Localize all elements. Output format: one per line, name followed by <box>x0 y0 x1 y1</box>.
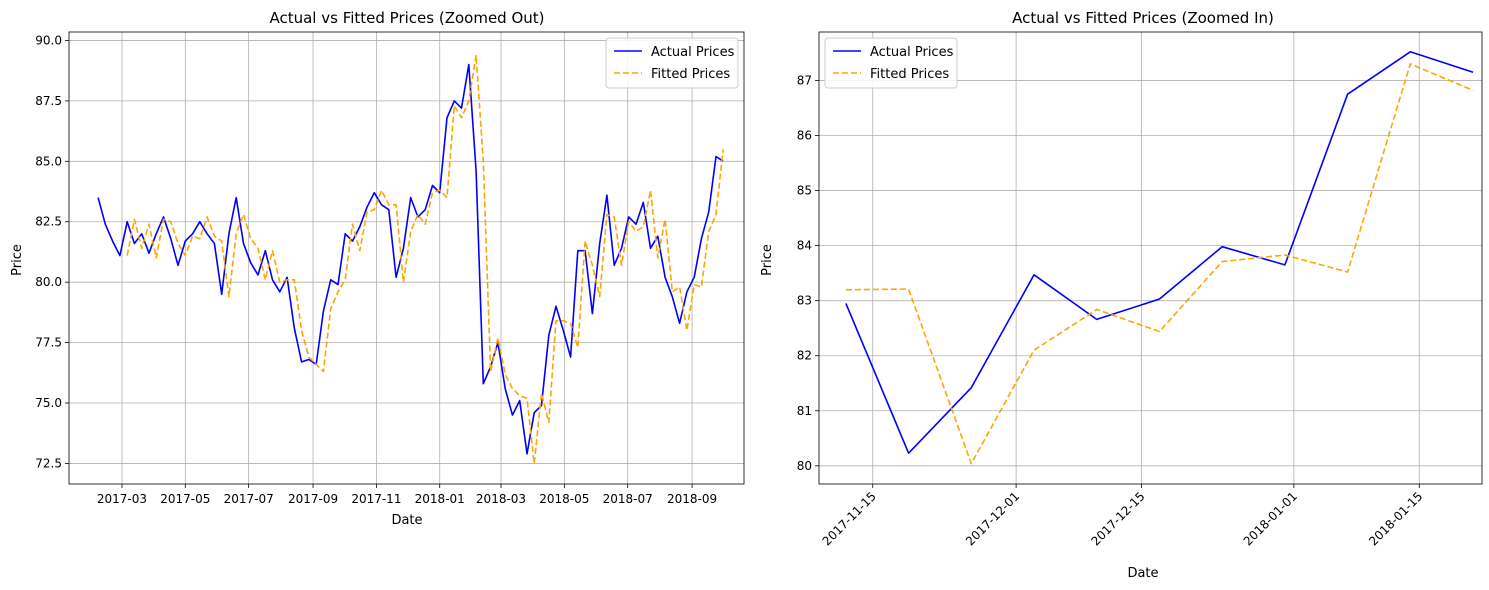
y-tick-label: 84 <box>797 239 812 253</box>
x-tick-label: 2017-05 <box>160 492 210 506</box>
x-tick-label: 2018-03 <box>476 492 526 506</box>
chart-title: Actual vs Fitted Prices (Zoomed In) <box>1012 9 1274 27</box>
y-tick-label: 86 <box>797 129 812 143</box>
legend: Actual Prices Fitted Prices <box>605 37 739 89</box>
legend: Actual Prices Fitted Prices <box>824 37 958 89</box>
y-tick-label: 83 <box>797 294 812 308</box>
x-tick-label: 2018-09 <box>667 492 717 506</box>
y-axis-label: Price <box>10 244 25 276</box>
plot-frame <box>68 31 745 485</box>
x-tick-label: 2017-11 <box>351 492 401 506</box>
legend-label: Fitted Prices <box>651 67 730 82</box>
y-tick-label: 85 <box>797 184 812 198</box>
grid <box>819 32 1482 484</box>
x-tick-label: 2017-12-01 <box>963 489 1022 548</box>
y-tick-label: 75.0 <box>35 396 62 410</box>
x-tick-label: 2018-01-01 <box>1241 489 1300 548</box>
x-tick-label: 2017-11-15 <box>820 489 879 548</box>
x-tick-label: 2018-01 <box>415 492 465 506</box>
series-line-actual-prices <box>845 50 1474 455</box>
grid <box>69 32 744 484</box>
x-tick-label: 2017-07 <box>224 492 274 506</box>
y-axis-label: Price <box>760 244 775 276</box>
y-tick-label: 77.5 <box>35 336 62 350</box>
chart-title: Actual vs Fitted Prices (Zoomed Out) <box>269 9 544 27</box>
x-tick-label: 2018-07 <box>603 492 653 506</box>
y-tick-label: 87.5 <box>35 94 62 108</box>
x-tick-label: 2017-03 <box>97 492 147 506</box>
x-tick-label: 2018-01-15 <box>1366 489 1425 548</box>
y-tick-label: 80.0 <box>35 275 62 289</box>
y-tick-label: 85.0 <box>35 154 62 168</box>
series-line-fitted-prices <box>126 54 724 465</box>
legend-label: Actual Prices <box>651 45 735 60</box>
legend-label: Fitted Prices <box>870 67 949 82</box>
legend-label: Actual Prices <box>870 45 954 60</box>
y-tick-label: 72.5 <box>35 456 62 470</box>
y-tick-label: 81 <box>797 404 812 418</box>
y-tick-label: 80 <box>797 459 812 473</box>
y-tick-label: 82 <box>797 349 812 363</box>
x-tick-label: 2017-12-15 <box>1088 489 1147 548</box>
x-axis-label: Date <box>391 513 422 528</box>
ticks: 2017-03 2017-05 2017-07 2017-09 2017-11 2018-… <box>35 33 717 506</box>
ticks: 2017-11-15 2017-12-01 2017-12-15 2018-01-01… <box>797 73 1426 548</box>
y-tick-label: 90.0 <box>35 33 62 47</box>
chart-zoomed-in: Actual vs Fitted Prices (Zoomed In) Date… <box>760 9 1483 581</box>
x-tick-label: 2017-09 <box>288 492 338 506</box>
y-tick-label: 87 <box>797 73 812 87</box>
series-line-fitted-prices <box>845 63 1474 465</box>
x-axis-label: Date <box>1127 566 1158 581</box>
series-line-actual-prices <box>97 63 724 455</box>
x-tick-label: 2018-05 <box>539 492 589 506</box>
chart-zoomed-out: Actual vs Fitted Prices (Zoomed Out) Dat… <box>10 9 745 528</box>
plot-frame <box>818 31 1483 485</box>
y-tick-label: 82.5 <box>35 215 62 229</box>
